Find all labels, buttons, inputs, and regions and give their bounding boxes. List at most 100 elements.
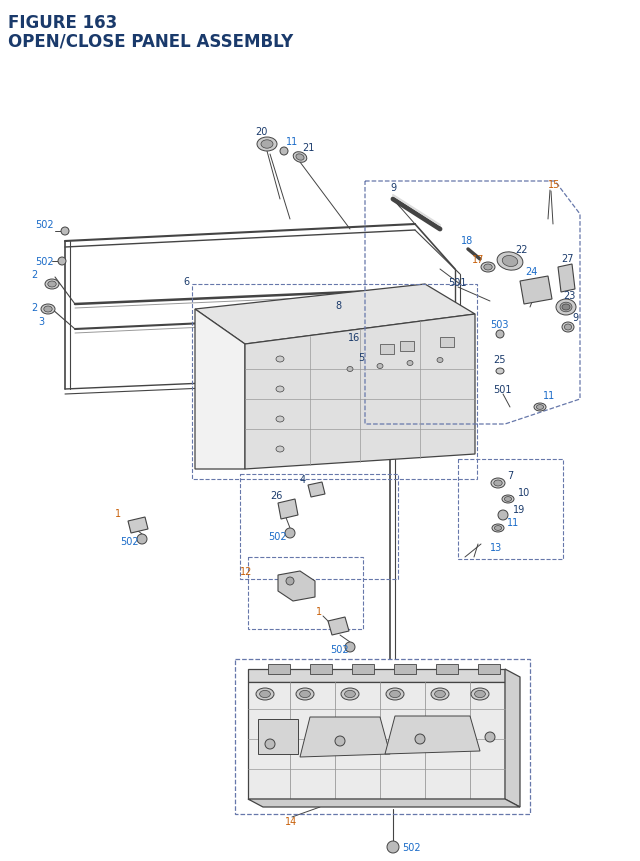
Text: 9: 9 <box>390 183 396 193</box>
Ellipse shape <box>492 524 504 532</box>
Ellipse shape <box>257 138 277 152</box>
Ellipse shape <box>562 305 570 311</box>
Text: 15: 15 <box>548 180 561 189</box>
Ellipse shape <box>296 688 314 700</box>
Text: 23: 23 <box>563 291 575 300</box>
Polygon shape <box>520 276 552 305</box>
Ellipse shape <box>293 152 307 163</box>
Text: 7: 7 <box>507 470 513 480</box>
Ellipse shape <box>491 479 505 488</box>
Polygon shape <box>245 314 475 469</box>
Text: 13: 13 <box>490 542 502 553</box>
Text: 17: 17 <box>472 255 484 264</box>
Ellipse shape <box>496 369 504 375</box>
Bar <box>310 664 332 674</box>
Bar <box>436 664 458 674</box>
Ellipse shape <box>556 300 576 316</box>
Ellipse shape <box>564 325 572 331</box>
Text: 11: 11 <box>543 391 556 400</box>
Text: 22: 22 <box>515 245 527 255</box>
Text: 502: 502 <box>35 257 54 267</box>
Bar <box>458 460 563 560</box>
Text: 24: 24 <box>525 267 538 276</box>
Text: 21: 21 <box>302 143 314 152</box>
Ellipse shape <box>341 688 359 700</box>
Bar <box>440 338 454 348</box>
Ellipse shape <box>484 264 492 270</box>
Text: 18: 18 <box>461 236 473 245</box>
Ellipse shape <box>386 688 404 700</box>
Text: OPEN/CLOSE PANEL ASSEMBLY: OPEN/CLOSE PANEL ASSEMBLY <box>8 32 293 50</box>
Ellipse shape <box>504 497 511 502</box>
Bar <box>380 344 394 355</box>
Ellipse shape <box>260 691 270 697</box>
Text: 6: 6 <box>183 276 189 287</box>
Text: 25: 25 <box>493 355 506 364</box>
Ellipse shape <box>296 155 304 161</box>
Ellipse shape <box>347 367 353 372</box>
Circle shape <box>265 739 275 749</box>
Ellipse shape <box>534 404 546 412</box>
Ellipse shape <box>502 257 518 267</box>
Polygon shape <box>258 719 298 754</box>
Text: 1: 1 <box>115 508 121 518</box>
Circle shape <box>280 148 288 156</box>
Circle shape <box>485 732 495 742</box>
Circle shape <box>345 642 355 653</box>
Circle shape <box>58 257 66 266</box>
Ellipse shape <box>276 447 284 453</box>
Text: 10: 10 <box>518 487 531 498</box>
Polygon shape <box>195 310 245 469</box>
Text: 2: 2 <box>31 269 37 280</box>
Bar <box>268 664 290 674</box>
Ellipse shape <box>390 691 401 697</box>
Bar <box>400 342 414 351</box>
Polygon shape <box>300 717 390 757</box>
Polygon shape <box>248 799 520 807</box>
Ellipse shape <box>276 356 284 362</box>
Text: 27: 27 <box>561 254 573 263</box>
Circle shape <box>387 841 399 853</box>
Bar <box>240 474 398 579</box>
Text: 11: 11 <box>286 137 298 147</box>
Text: 11: 11 <box>507 517 519 528</box>
Text: 502: 502 <box>35 220 54 230</box>
Text: 5: 5 <box>358 353 364 362</box>
Text: 12: 12 <box>240 567 252 576</box>
Polygon shape <box>248 669 505 682</box>
Polygon shape <box>248 682 505 799</box>
Text: 501: 501 <box>493 385 511 394</box>
Ellipse shape <box>256 688 274 700</box>
Bar <box>478 664 500 674</box>
Ellipse shape <box>41 305 55 314</box>
Ellipse shape <box>481 263 495 273</box>
Text: 8: 8 <box>335 300 341 311</box>
Polygon shape <box>308 482 325 498</box>
Circle shape <box>415 734 425 744</box>
Circle shape <box>285 529 295 538</box>
Text: 14: 14 <box>285 816 297 826</box>
Polygon shape <box>128 517 148 533</box>
Bar <box>352 664 374 674</box>
Circle shape <box>498 511 508 520</box>
Circle shape <box>335 736 345 746</box>
Circle shape <box>137 535 147 544</box>
Bar <box>192 285 477 480</box>
Text: 503: 503 <box>490 319 509 330</box>
Circle shape <box>286 578 294 585</box>
Text: 502: 502 <box>120 536 139 547</box>
Polygon shape <box>558 264 575 293</box>
Text: 26: 26 <box>270 491 282 500</box>
Ellipse shape <box>431 688 449 700</box>
Ellipse shape <box>407 361 413 366</box>
Text: 20: 20 <box>255 127 268 137</box>
Text: FIGURE 163: FIGURE 163 <box>8 14 117 32</box>
Ellipse shape <box>536 406 543 410</box>
Text: 4: 4 <box>300 474 306 485</box>
Ellipse shape <box>45 280 59 289</box>
Ellipse shape <box>344 691 355 697</box>
Bar <box>248 557 363 629</box>
Polygon shape <box>385 716 480 754</box>
Ellipse shape <box>494 480 502 486</box>
Polygon shape <box>278 572 315 601</box>
